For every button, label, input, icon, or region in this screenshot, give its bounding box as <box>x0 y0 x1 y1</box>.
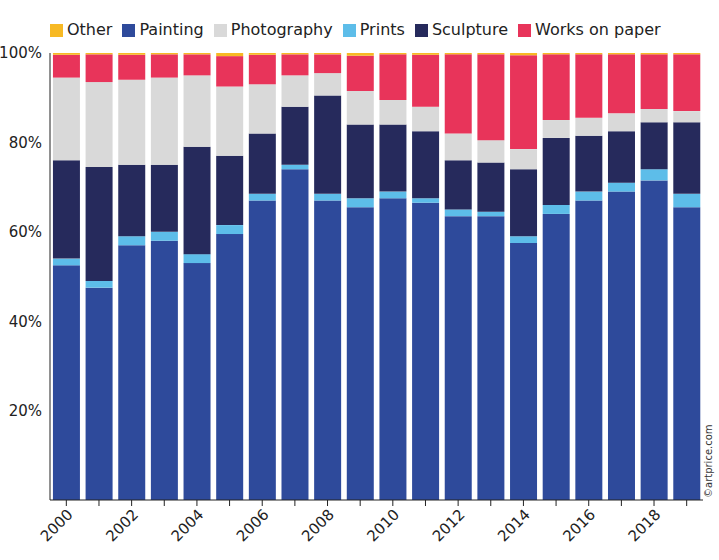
svg-text:2000: 2000 <box>37 506 77 546</box>
svg-text:2008: 2008 <box>298 506 338 546</box>
svg-text:2014: 2014 <box>494 506 534 546</box>
html-text:Other: Other <box>67 20 113 39</box>
html-text:Prints: Prints <box>359 20 405 39</box>
html-text:Works on paper: Works on paper <box>535 20 661 39</box>
svg-text:60%: 60% <box>9 223 42 241</box>
svg-text:2016: 2016 <box>559 506 599 546</box>
svg-text:2006: 2006 <box>233 506 273 546</box>
svg-text:2012: 2012 <box>429 506 469 546</box>
svg-text:2010: 2010 <box>363 506 403 546</box>
svg-text:2018: 2018 <box>625 506 665 546</box>
svg-text:©artprice.com: ©artprice.com <box>703 424 711 498</box>
html-text:Sculpture: Sculpture <box>431 20 509 39</box>
html-text:Photography: Photography <box>230 20 333 39</box>
html-text:Painting: Painting <box>139 20 204 39</box>
svg-text:20%: 20% <box>9 402 42 420</box>
svg-text:2004: 2004 <box>168 506 208 546</box>
svg-text:40%: 40% <box>9 313 42 331</box>
svg-text:2002: 2002 <box>102 506 142 546</box>
svg-text:80%: 80% <box>9 134 42 152</box>
svg-text:100%: 100% <box>8 44 42 62</box>
